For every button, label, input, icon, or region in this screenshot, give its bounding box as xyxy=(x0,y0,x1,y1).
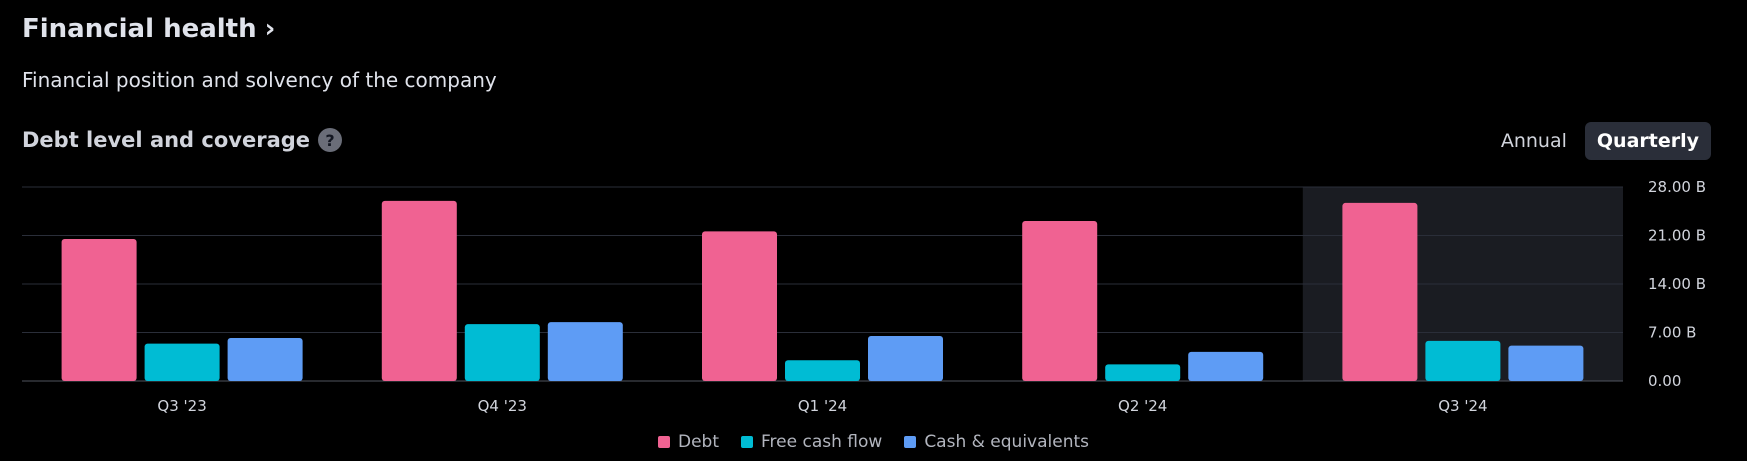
quarterly-button[interactable]: Quarterly xyxy=(1584,122,1711,160)
legend-item-cash-equivalents[interactable]: Cash & equivalents xyxy=(904,432,1089,452)
y-tick-label: 0.00 xyxy=(1648,372,1681,390)
legend-swatch xyxy=(741,436,754,448)
period-toggle: Annual Quarterly xyxy=(1489,122,1711,160)
bar-debt-1[interactable] xyxy=(381,200,457,381)
bar-free-cash-flow-4[interactable] xyxy=(1425,340,1501,381)
page-title: Financial health xyxy=(22,14,257,44)
bar-cash-equivalents-1[interactable] xyxy=(547,322,623,381)
chevron-right-icon: › xyxy=(264,14,276,44)
bar-free-cash-flow-2[interactable] xyxy=(785,360,860,381)
section-title: Debt level and coverage xyxy=(22,128,311,152)
y-tick-label: 7.00 B xyxy=(1648,324,1696,342)
legend-swatch xyxy=(904,436,917,448)
bar-cash-equivalents-2[interactable] xyxy=(868,335,943,381)
bar-free-cash-flow-3[interactable] xyxy=(1105,364,1181,381)
page-subtitle: Financial position and solvency of the c… xyxy=(22,68,497,92)
bar-debt-3[interactable] xyxy=(1022,220,1098,381)
x-tick-label: Q1 '24 xyxy=(798,397,847,415)
x-tick-label: Q4 '23 xyxy=(478,397,527,415)
legend-label: Debt xyxy=(678,432,720,452)
bar-cash-equivalents-0[interactable] xyxy=(227,338,303,381)
bar-cash-equivalents-4[interactable] xyxy=(1508,345,1584,381)
help-icon[interactable]: ? xyxy=(318,128,343,152)
x-tick-label: Q3 '24 xyxy=(1438,397,1487,415)
financial-health-link[interactable]: Financial health › xyxy=(22,14,275,44)
bar-debt-2[interactable] xyxy=(702,231,777,381)
y-tick-label: 28.00 B xyxy=(1648,178,1706,196)
annual-button[interactable]: Annual xyxy=(1489,122,1579,160)
legend-label: Free cash flow xyxy=(761,432,883,452)
x-tick-label: Q2 '24 xyxy=(1118,397,1167,415)
bar-free-cash-flow-0[interactable] xyxy=(144,343,220,381)
section-header: Debt level and coverage ? xyxy=(22,128,343,152)
y-tick-label: 14.00 B xyxy=(1648,275,1706,293)
bar-cash-equivalents-3[interactable] xyxy=(1188,351,1264,381)
legend-item-free-cash-flow[interactable]: Free cash flow xyxy=(741,432,882,452)
y-tick-label: 21.00 B xyxy=(1648,227,1706,245)
legend-item-debt[interactable]: Debt xyxy=(658,432,719,452)
legend-swatch xyxy=(658,436,670,448)
bar-free-cash-flow-1[interactable] xyxy=(464,324,540,381)
bar-debt-0[interactable] xyxy=(61,238,137,381)
legend-label: Cash & equivalents xyxy=(924,432,1089,452)
x-tick-label: Q3 '23 xyxy=(157,397,206,415)
bar-debt-4[interactable] xyxy=(1342,202,1418,381)
chart-legend: Debt Free cash flow Cash & equivalents xyxy=(0,432,1747,452)
